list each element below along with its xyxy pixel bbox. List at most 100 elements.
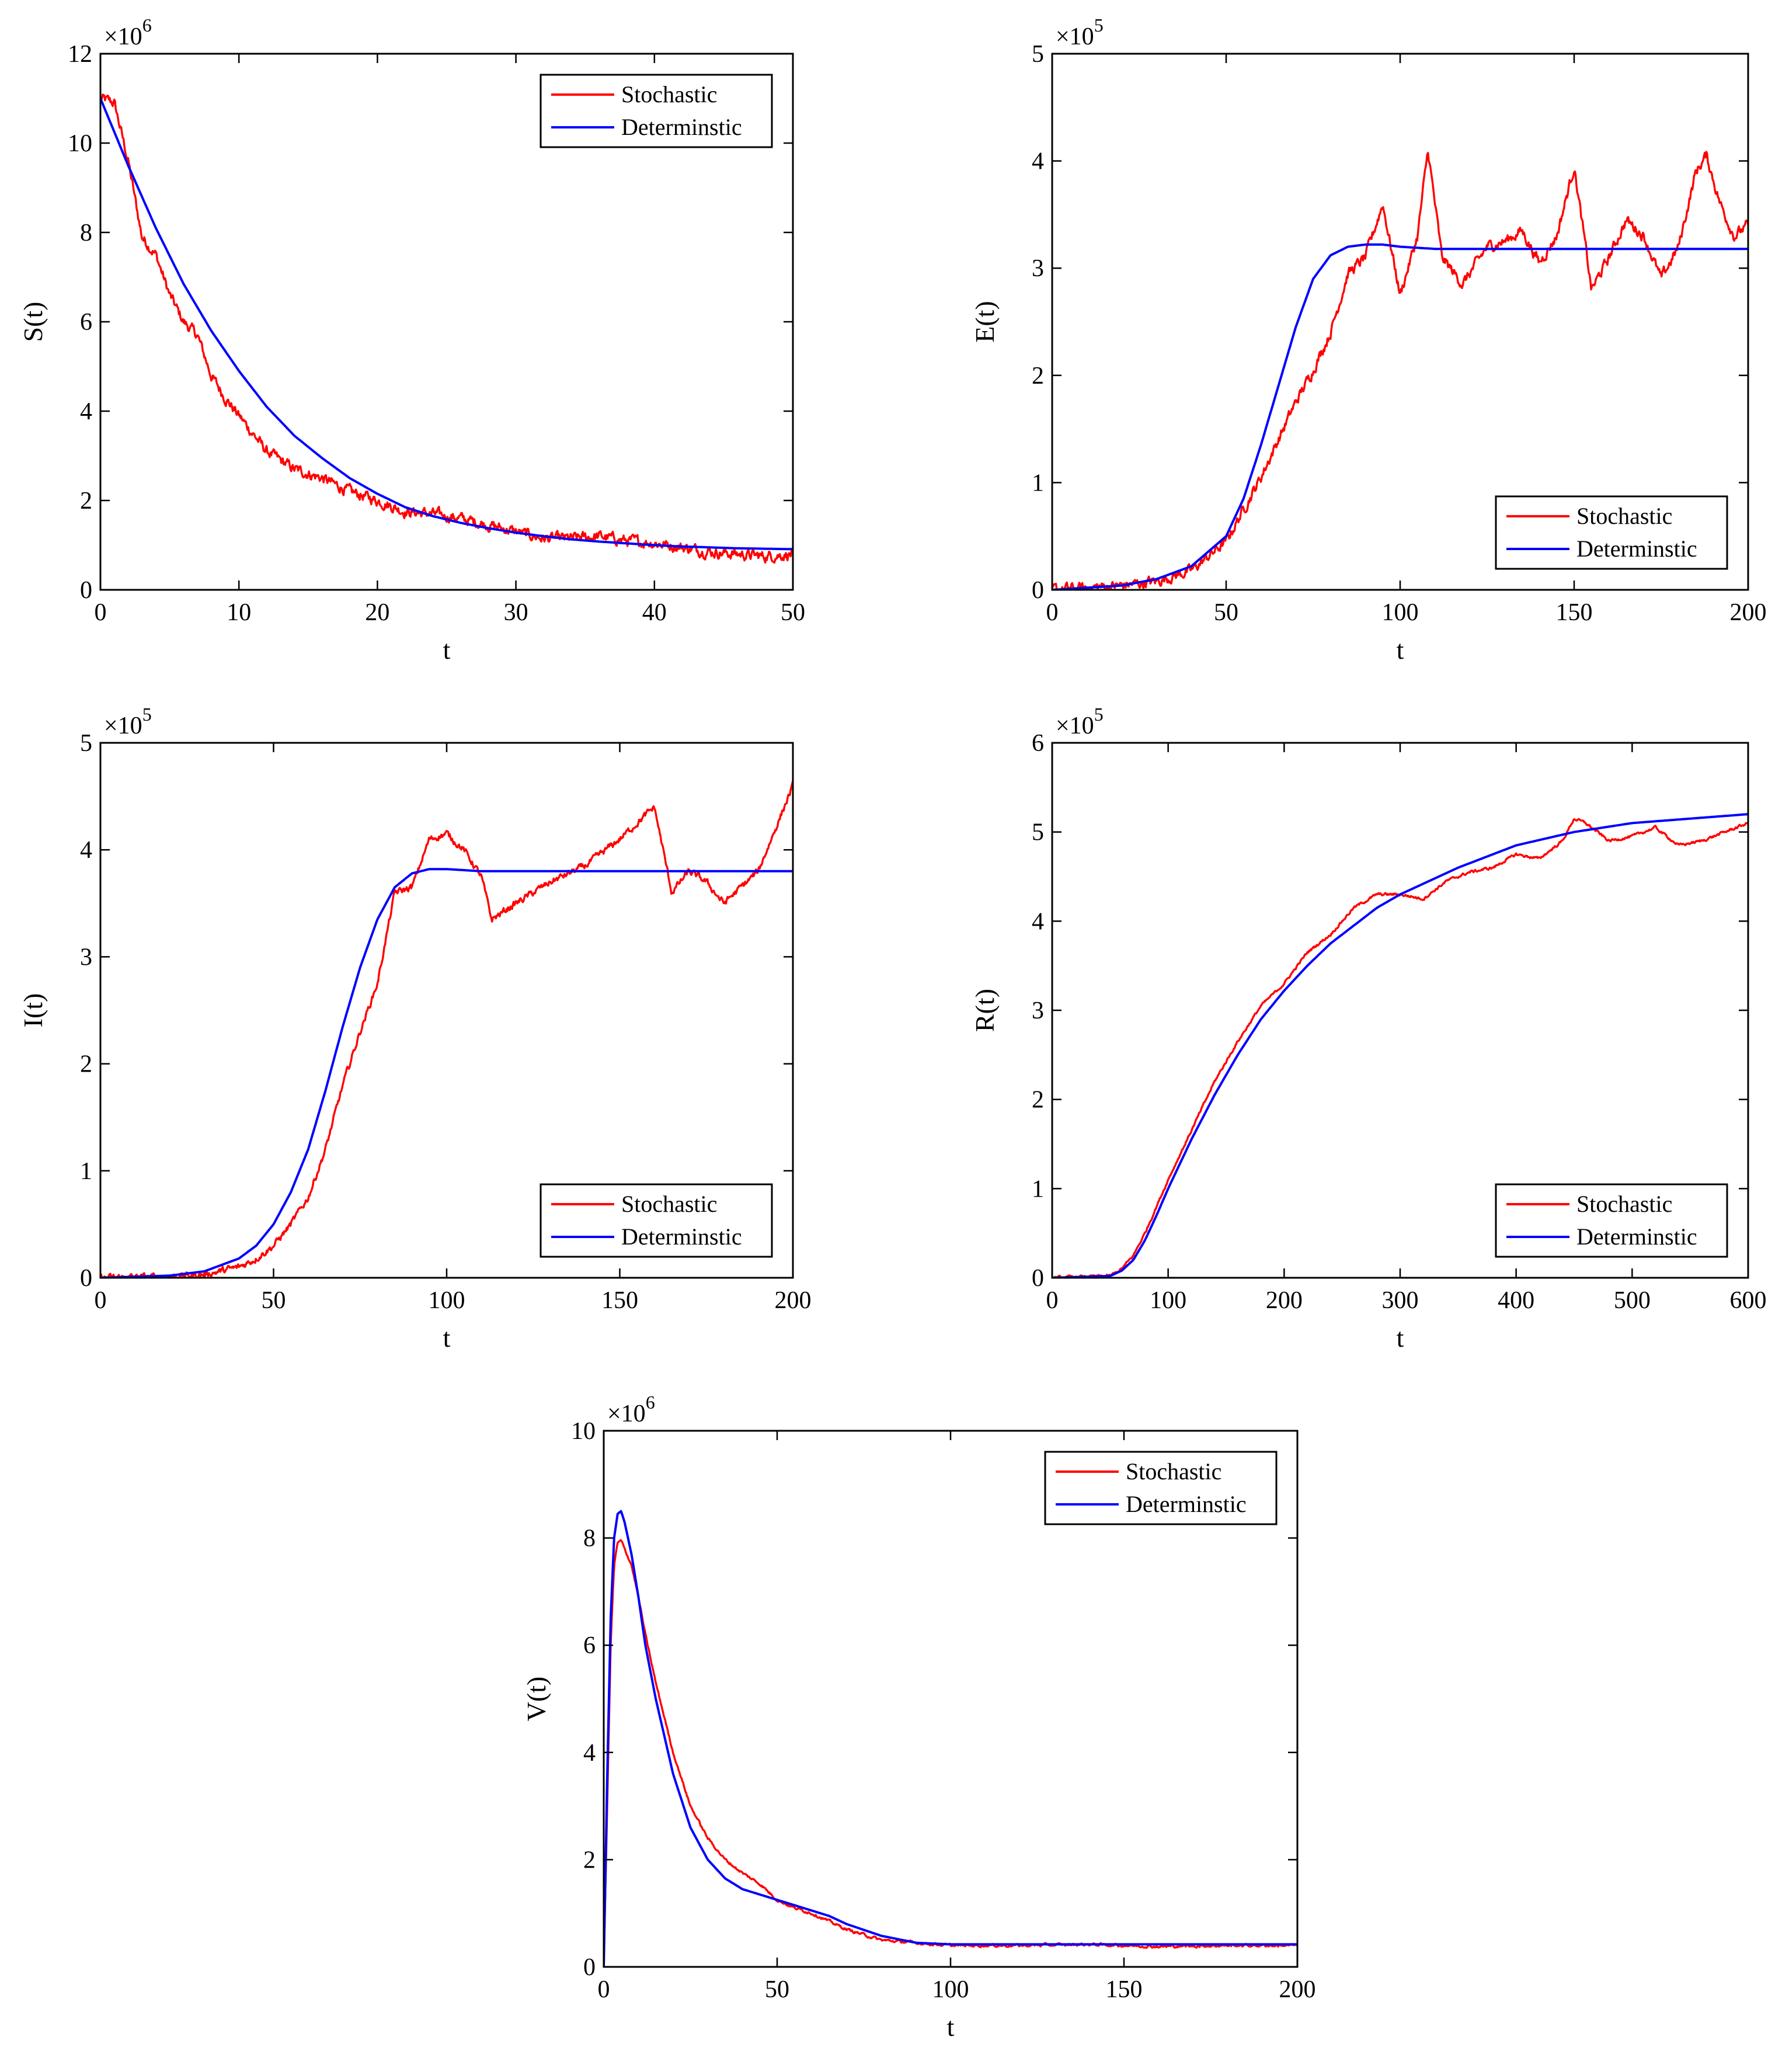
- axis-multiplier-exponent: 5: [1094, 15, 1104, 36]
- y-tick-label: 2: [80, 1051, 92, 1078]
- y-axis-label: I(t): [18, 993, 48, 1028]
- y-tick-label: 3: [80, 944, 92, 971]
- y-tick-label: 6: [583, 1632, 596, 1659]
- y-tick-label: 6: [1032, 730, 1044, 757]
- x-tick-label: 50: [781, 599, 805, 626]
- y-tick-label: 1: [1032, 470, 1044, 496]
- axes-frame: [603, 1430, 1299, 1968]
- y-tick-label: 3: [1032, 997, 1044, 1024]
- y-tick-label: 0: [80, 1265, 92, 1292]
- x-tick-label: 200: [1730, 599, 1767, 626]
- series-line-stochastic: [1052, 151, 1748, 590]
- x-tick-label: 50: [1214, 599, 1238, 626]
- axis-multiplier-exponent: 5: [1094, 704, 1104, 725]
- series-line-determinstic: [1052, 813, 1748, 1278]
- y-tick-label: 4: [583, 1740, 596, 1767]
- legend-label-stochastic: Stochastic: [1576, 503, 1672, 529]
- axes-frame: [99, 53, 794, 591]
- y-axis-label: S(t): [18, 302, 48, 342]
- y-tick-label: 4: [80, 837, 92, 864]
- y-tick-label: 4: [1032, 908, 1044, 935]
- series-line-determinstic: [100, 98, 793, 551]
- y-tick-label: 1: [80, 1158, 92, 1185]
- legend-label-stochastic: Stochastic: [621, 81, 717, 107]
- legend-label-stochastic: Stochastic: [1576, 1191, 1672, 1217]
- y-tick-label: 0: [1032, 1265, 1044, 1292]
- x-axis-label: t: [1397, 635, 1404, 665]
- y-tick-label: 2: [80, 488, 92, 514]
- x-tick-label: 150: [601, 1287, 638, 1314]
- legend-label-determinstic: Determinstic: [1576, 1223, 1697, 1250]
- x-tick-label: 0: [1046, 1287, 1059, 1314]
- y-tick-label: 5: [1032, 819, 1044, 846]
- x-tick-label: 400: [1498, 1287, 1534, 1314]
- legend: Stochastic Determinstic: [1044, 1451, 1278, 1525]
- x-tick-label: 0: [1046, 599, 1059, 626]
- legend: Stochastic Determinstic: [1495, 1183, 1728, 1258]
- x-tick-label: 0: [95, 599, 107, 626]
- series-line-determinstic: [1052, 243, 1748, 590]
- axes-frame: [99, 742, 794, 1279]
- axis-multiplier: ×105: [104, 704, 152, 739]
- legend: Stochastic Determinstic: [540, 1183, 773, 1258]
- legend-label-determinstic: Determinstic: [621, 1223, 742, 1250]
- legend: Stochastic Determinstic: [1495, 495, 1728, 570]
- x-tick-label: 500: [1614, 1287, 1651, 1314]
- x-tick-label: 0: [95, 1287, 107, 1314]
- series-line-determinstic: [100, 868, 793, 1278]
- x-tick-label: 20: [365, 599, 389, 626]
- chart-panel-V: 0 50 100 150 200 0 2 4 6 8 10 t V(t) ×106 Stochastic De…: [521, 1392, 1316, 2042]
- axis-multiplier-exponent: 6: [142, 15, 152, 36]
- legend-label-determinstic: Determinstic: [621, 114, 742, 140]
- axis-multiplier: ×106: [607, 1392, 655, 1427]
- series-line-stochastic: [100, 780, 793, 1278]
- x-axis-label: t: [947, 2012, 955, 2042]
- legend-label-stochastic: Stochastic: [1126, 1458, 1221, 1485]
- x-tick-label: 600: [1730, 1287, 1767, 1314]
- y-tick-label: 4: [80, 398, 92, 425]
- x-tick-label: 50: [262, 1287, 286, 1314]
- legend-label-determinstic: Determinstic: [1126, 1491, 1247, 1517]
- chart-panel-S: 0 10 20 30 40 50 0 2 4 6 8 10 12 t S(t) ×106 Stochastic D…: [18, 15, 805, 665]
- legend-box: [540, 1183, 773, 1258]
- y-tick-label: 1: [1032, 1176, 1044, 1202]
- y-tick-label: 2: [1032, 1087, 1044, 1114]
- x-tick-label: 150: [1556, 599, 1593, 626]
- x-tick-label: 10: [227, 599, 251, 626]
- legend-label-determinstic: Determinstic: [1576, 536, 1697, 562]
- series-line-stochastic: [604, 1539, 1297, 1966]
- axes-frame: [1051, 53, 1749, 591]
- x-axis-label: t: [1397, 1323, 1404, 1353]
- y-tick-label: 5: [1032, 41, 1044, 68]
- chart-panel-R: 0 100 200 300 400 500 600 0 1 2 3 4 5 6 t R(t) ×105 Stoch…: [970, 704, 1767, 1353]
- x-tick-label: 100: [1150, 1287, 1186, 1314]
- y-tick-label: 0: [583, 1954, 596, 1981]
- y-tick-label: 8: [583, 1525, 596, 1552]
- legend-box: [1495, 495, 1728, 570]
- y-tick-label: 3: [1032, 255, 1044, 282]
- axis-multiplier: ×105: [1056, 15, 1104, 50]
- y-axis-label: V(t): [521, 1677, 551, 1722]
- x-tick-label: 100: [429, 1287, 465, 1314]
- axis-multiplier: ×106: [104, 15, 152, 50]
- y-tick-label: 0: [1032, 577, 1044, 604]
- x-axis-label: t: [443, 1323, 451, 1353]
- chart-panel-E: 0 50 100 150 200 0 1 2 3 4 5 t E(t) ×105 Stochastic Det…: [970, 15, 1767, 665]
- x-tick-label: 300: [1382, 1287, 1419, 1314]
- y-tick-label: 6: [80, 309, 92, 336]
- y-tick-label: 0: [80, 577, 92, 604]
- x-tick-label: 50: [765, 1976, 789, 2003]
- x-tick-label: 200: [1266, 1287, 1303, 1314]
- axis-multiplier: ×105: [1056, 704, 1104, 739]
- y-tick-label: 10: [68, 130, 92, 157]
- y-axis-label: E(t): [970, 301, 1000, 343]
- axis-multiplier-exponent: 5: [142, 704, 152, 725]
- axis-multiplier-exponent: 6: [646, 1392, 655, 1413]
- x-tick-label: 100: [932, 1976, 969, 2003]
- y-tick-label: 5: [80, 730, 92, 757]
- y-tick-label: 2: [583, 1847, 596, 1873]
- y-tick-label: 12: [68, 41, 92, 68]
- y-tick-label: 8: [80, 220, 92, 246]
- y-tick-label: 2: [1032, 363, 1044, 390]
